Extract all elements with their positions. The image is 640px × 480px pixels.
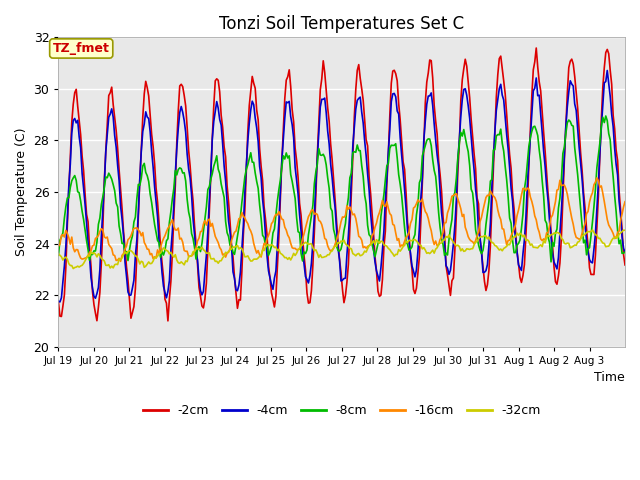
-16cm [621,199,629,204]
Y-axis label: Soil Temperature (C): Soil Temperature (C) [15,128,28,256]
Title: Tonzi Soil Temperatures Set C: Tonzi Soil Temperatures Set C [219,15,464,33]
-8cm [74,189,81,194]
-4cm [460,86,468,92]
X-axis label: Time: Time [595,372,625,384]
Text: TZ_fmet: TZ_fmet [52,42,109,55]
-32cm [544,232,552,238]
-16cm [348,208,355,214]
-8cm [620,250,627,256]
-8cm [547,259,555,265]
-2cm [532,45,540,51]
-16cm [460,212,468,217]
-4cm [620,245,627,251]
Line: -4cm: -4cm [58,71,625,302]
-16cm [54,243,62,249]
Line: -32cm: -32cm [58,230,625,268]
-16cm [620,204,627,210]
-8cm [543,220,550,226]
-4cm [54,298,62,304]
-2cm [54,300,62,305]
Line: -8cm: -8cm [58,116,625,262]
-32cm [76,264,83,270]
-32cm [460,249,468,254]
-2cm [621,262,629,268]
-32cm [93,254,100,260]
-32cm [621,228,629,233]
-2cm [74,103,81,109]
-4cm [544,198,552,204]
-4cm [93,291,100,297]
-2cm [164,318,172,324]
-32cm [589,227,596,233]
-4cm [348,176,355,181]
-16cm [593,175,601,181]
-32cm [348,246,355,252]
-32cm [69,265,77,271]
-8cm [346,175,354,180]
Line: -16cm: -16cm [58,178,625,261]
-16cm [116,258,124,264]
Legend: -2cm, -4cm, -8cm, -16cm, -32cm: -2cm, -4cm, -8cm, -16cm, -32cm [138,399,546,422]
-8cm [621,249,629,255]
-4cm [604,68,611,73]
-16cm [544,230,552,236]
-2cm [620,252,627,257]
-2cm [92,310,99,316]
Line: -2cm: -2cm [58,48,625,321]
-2cm [348,188,355,194]
-4cm [621,249,629,255]
-4cm [56,299,64,305]
-32cm [620,228,627,233]
-2cm [460,66,468,72]
-8cm [458,133,466,139]
-32cm [54,251,62,257]
-2cm [546,206,554,212]
-8cm [54,252,62,258]
-8cm [92,248,99,254]
-16cm [74,247,81,252]
-16cm [92,236,99,241]
-8cm [602,113,610,119]
-4cm [76,134,83,140]
